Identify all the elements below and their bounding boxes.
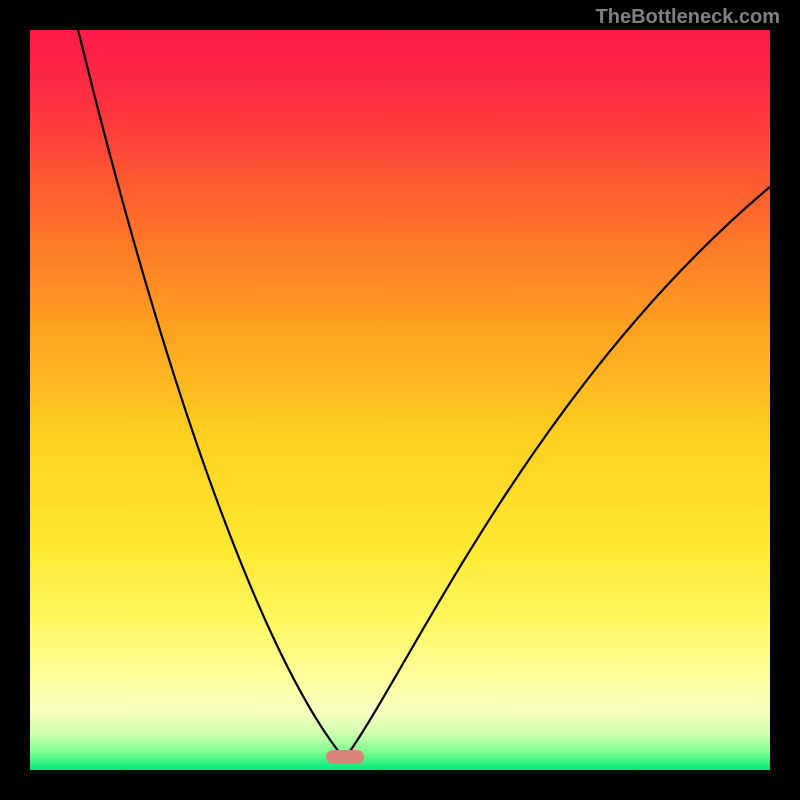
watermark-text: TheBottleneck.com [596,6,780,29]
optimal-marker [326,750,364,764]
plot-area [30,30,770,770]
chart-container: TheBottleneck.com [0,0,800,800]
bottleneck-curve [30,30,770,770]
